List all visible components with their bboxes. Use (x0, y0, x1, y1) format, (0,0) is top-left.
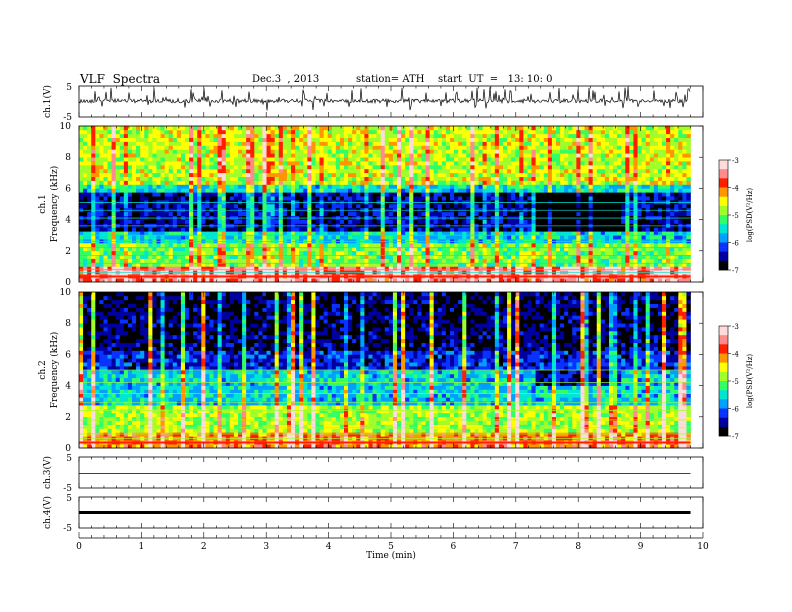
ch1-spectrogram-ytick-label: 4 (65, 216, 71, 226)
ch2-spectrogram-ytick-label: 8 (65, 319, 71, 329)
ch4-waveform-tick-label-top: 5 (66, 494, 72, 504)
date-label: Dec.3 , 2013 (252, 74, 320, 85)
ch1-spectrogram-ylabel-channel: ch.1 (38, 194, 48, 213)
ch2-spectrogram-colorbar-tick-label: -7 (732, 433, 739, 441)
ch1-spectrogram-ytick-label: 2 (65, 247, 71, 257)
ch2-spectrogram-ytick-label: 6 (65, 350, 71, 360)
ch3-waveform-tick-label-top: 5 (66, 454, 72, 464)
ch1-spectrogram-colorbar-tick-label: -7 (732, 267, 739, 275)
time-axis-label: Time (min) (366, 550, 416, 561)
time-axis-tick-label: 5 (388, 542, 394, 552)
ch1-spectrogram-colorbar-tick-label: -4 (732, 185, 739, 193)
ch1-spectrogram-ytick-label: 6 (65, 184, 71, 194)
ch2-spectrogram-colorbar-tick-label: -6 (732, 406, 739, 414)
ch4-waveform-tick-label-bottom: -5 (63, 524, 72, 534)
ch2-spectrogram-colorbar (718, 325, 731, 437)
ch2-spectrogram-ytick-label: 0 (65, 444, 71, 454)
station-label: station= ATH (356, 74, 425, 85)
time-axis-tick-label: 10 (697, 542, 709, 552)
ch1-spectrogram-ytick-label: 0 (65, 278, 71, 288)
ch1-spectrogram-ytick-label: 8 (65, 153, 71, 163)
ch2-spectrogram-colorbar-tick-label: -5 (732, 378, 739, 386)
time-axis (78, 532, 704, 539)
ch1-spectrogram-colorbar-tick-label: -3 (732, 157, 739, 165)
ch4-waveform-ylabel: ch.4(V) (42, 496, 53, 529)
ch1-waveform-ylabel: ch.1(V) (42, 85, 53, 118)
ch1-waveform-xticks (78, 86, 704, 117)
ch1-spectrogram-colorbar-label: log(PSD(V²/Hz) (746, 188, 754, 243)
time-axis-tick-label: 3 (263, 542, 269, 552)
ch3-waveform-tick-label-bottom: -5 (63, 484, 72, 494)
ch1-spectrogram-colorbar-tick-label: -5 (732, 212, 739, 220)
ch1-spectrogram-xticks (78, 126, 704, 282)
ch2-spectrogram-ylabel-frequency: Frequency (kHz) (49, 332, 60, 409)
ch2-spectrogram-xticks (78, 292, 704, 448)
ch2-spectrogram-heatmap (79, 292, 691, 449)
chart-title: VLF Spectra (80, 72, 161, 86)
ch2-spectrogram-ytick-label: 2 (65, 413, 71, 423)
ch1-waveform-tick-label-bottom: -5 (63, 113, 72, 123)
ch2-spectrogram-colorbar-tick-label: -4 (732, 351, 739, 359)
time-axis-tick-label: 2 (201, 542, 207, 552)
ch1-spectrogram-ytick-label: 10 (60, 122, 72, 132)
ch2-spectrogram-colorbar-tick-label: -3 (732, 323, 739, 331)
ch1-waveform-tick-label-top: 5 (66, 83, 72, 93)
ch1-spectrogram-ylabel-frequency: Frequency (kHz) (49, 166, 60, 243)
ch3-waveform-ylabel: ch.3(V) (42, 456, 53, 489)
ch1-spectrogram-colorbar-tick-label: -6 (732, 240, 739, 248)
time-axis-tick-label: 9 (638, 542, 644, 552)
time-axis-tick-label: 7 (513, 542, 519, 552)
ch2-spectrogram-ytick-label: 4 (65, 382, 71, 392)
time-axis-tick-label: 0 (76, 542, 82, 552)
ch4-waveform-xticks (78, 497, 704, 528)
ch2-spectrogram-colorbar-label: log(PSD(V²/Hz) (746, 354, 754, 409)
time-axis-tick-label: 4 (326, 542, 332, 552)
ch2-spectrogram-ytick-label: 10 (60, 288, 72, 298)
start-time-label: start UT = 13: 10: 0 (438, 74, 553, 85)
time-axis-tick-label: 8 (575, 542, 581, 552)
ch1-waveform-trace (78, 87, 691, 111)
ch1-spectrogram-colorbar (718, 159, 731, 271)
ch2-spectrogram-ylabel-channel: ch.2 (38, 360, 48, 379)
ch1-spectrogram-heatmap (79, 126, 691, 283)
time-axis-tick-label: 1 (139, 542, 145, 552)
time-axis-tick-label: 6 (451, 542, 457, 552)
ch3-waveform-xticks (78, 457, 704, 488)
